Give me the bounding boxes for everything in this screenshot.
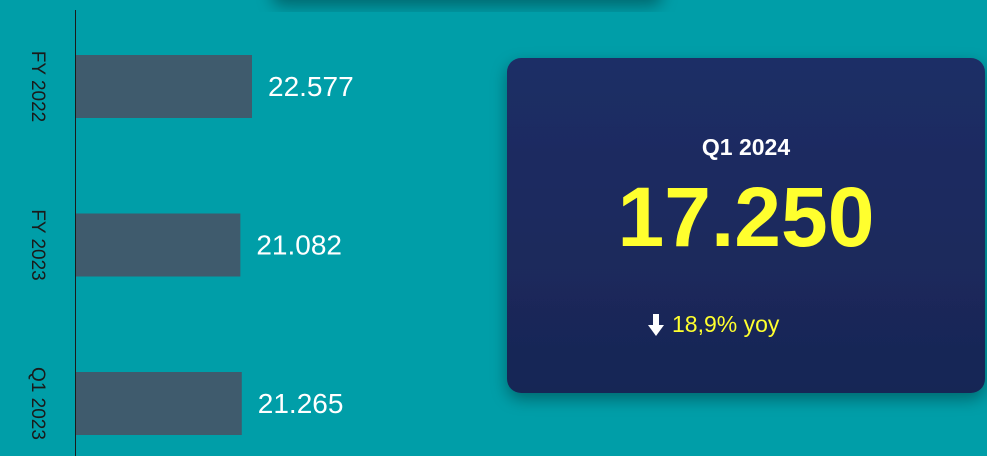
category-label: Q1 2023	[27, 367, 48, 440]
kpi-card	[507, 58, 985, 393]
bar	[76, 372, 242, 435]
bar	[76, 213, 241, 277]
bar	[76, 55, 252, 118]
category-label: FY 2022	[27, 51, 48, 122]
value-label: 21.082	[256, 229, 342, 260]
kpi-value: 17.250	[618, 170, 875, 264]
down-arrow	[648, 314, 664, 336]
value-label: 22.577	[268, 71, 354, 102]
kpi-change: 18,9% yoy	[672, 311, 780, 337]
value-label: 21.265	[258, 388, 344, 419]
category-label: FY 2023	[27, 209, 48, 280]
kpi-title: Q1 2024	[702, 134, 790, 160]
